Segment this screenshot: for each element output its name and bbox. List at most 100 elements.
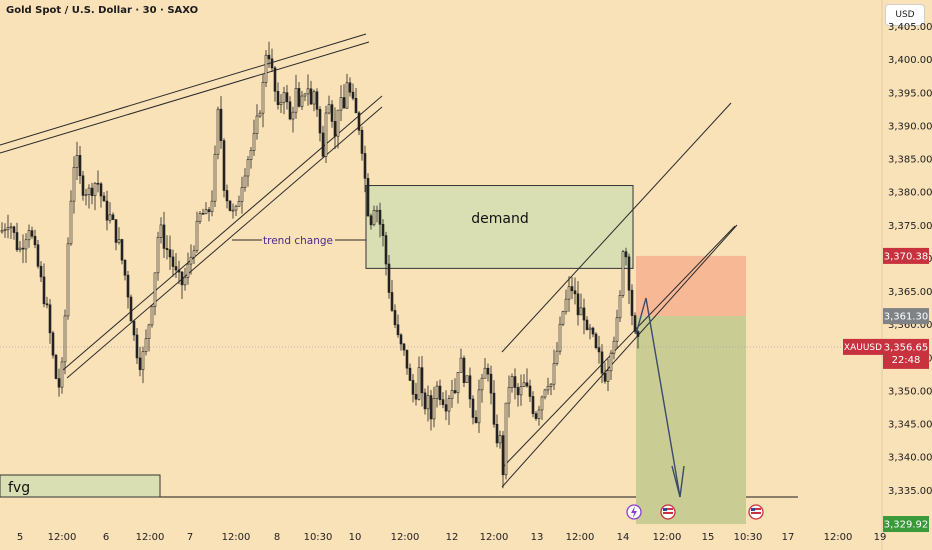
candle-body <box>570 286 574 292</box>
candle-body <box>12 226 16 233</box>
candle-body <box>78 155 82 177</box>
take-profit-zone[interactable] <box>636 316 746 525</box>
candle-body <box>486 367 490 375</box>
candle-body <box>573 290 577 295</box>
chart-title: Gold Spot / U.S. Dollar · 30 · SAXO <box>6 5 199 16</box>
currency-button[interactable]: USD <box>885 4 925 26</box>
candle-body <box>522 382 526 387</box>
candle-body <box>303 93 307 97</box>
candle-body <box>354 97 358 114</box>
x-tick-label: 12:00 <box>48 532 77 543</box>
candle-body <box>15 232 19 251</box>
candle-body <box>33 235 37 246</box>
candle-body <box>360 129 364 154</box>
x-tick-label: 5 <box>17 532 23 543</box>
candle-body <box>540 396 544 411</box>
trend-change-label: trend change <box>263 235 333 247</box>
candle-body <box>120 239 124 261</box>
x-tick-label: 6 <box>103 532 109 543</box>
candle-body <box>36 244 40 267</box>
candle-body <box>327 104 331 114</box>
candle-body <box>375 209 379 212</box>
us-flag-event-icon[interactable] <box>660 504 676 520</box>
candle-body <box>18 247 22 251</box>
x-tick-label: 17 <box>782 532 795 543</box>
candle-body <box>57 378 61 388</box>
current-price-tag: XAUUSD 3,356.65 22:48 <box>843 338 929 369</box>
x-tick-label: 10 <box>349 532 362 543</box>
candle-body <box>402 343 406 351</box>
candle-body <box>495 424 499 444</box>
candle-body <box>426 395 430 410</box>
candle-body <box>150 306 154 326</box>
candle-body <box>381 224 385 236</box>
candle-body <box>546 386 550 391</box>
candle-body <box>447 398 451 412</box>
candle-body <box>630 289 634 316</box>
channel-middle-line <box>501 225 736 469</box>
candle-body <box>576 293 580 316</box>
candle-body <box>309 88 313 105</box>
candle-body <box>294 88 298 113</box>
svg-text:3,356.65: 3,356.65 <box>884 342 929 353</box>
candle-body <box>216 108 220 155</box>
candle-body <box>615 317 619 342</box>
demand-zone[interactable] <box>365 185 634 269</box>
candle-body <box>285 92 289 103</box>
candle-body <box>441 399 445 405</box>
candle-body <box>387 263 391 293</box>
candle-body <box>210 200 214 213</box>
candle-body <box>135 334 139 359</box>
candle-body <box>450 390 454 399</box>
candle-body <box>477 389 481 424</box>
candle-body <box>3 229 7 232</box>
candle-body <box>159 224 163 238</box>
candle-body <box>168 249 172 258</box>
candle-body <box>93 182 97 196</box>
x-tick-label: 15 <box>702 532 715 543</box>
fvg-zone[interactable] <box>0 474 161 498</box>
candle-body <box>234 205 238 211</box>
candle-body <box>411 380 415 395</box>
candle-body <box>39 265 43 278</box>
candle-body <box>537 409 541 419</box>
candle-body <box>129 296 133 322</box>
candle-body <box>222 140 226 191</box>
candle-body <box>468 375 472 400</box>
candle-body <box>594 333 598 348</box>
trend-lines[interactable] <box>0 33 738 488</box>
candle-body <box>618 295 622 319</box>
x-tick-label: 8 <box>274 532 280 543</box>
candle-body <box>213 153 217 202</box>
candle-body <box>276 90 280 105</box>
y-tick-label: 3,380.00 <box>888 188 932 199</box>
stop-loss-zone[interactable] <box>636 255 746 317</box>
lightning-icon[interactable] <box>626 504 642 520</box>
candle-body <box>45 303 49 306</box>
candle-body <box>156 237 160 274</box>
candle-body <box>501 435 505 476</box>
x-tick-label: 10:30 <box>734 532 763 543</box>
candle-body <box>171 256 175 267</box>
candle-body <box>417 367 421 400</box>
x-tick-label: 12:00 <box>566 532 595 543</box>
candle-body <box>123 259 127 276</box>
candle-body <box>111 214 115 220</box>
candle-body <box>624 251 628 258</box>
x-tick-label: 12:00 <box>391 532 420 543</box>
y-tick-label: 3,350.00 <box>888 386 932 397</box>
y-tick-label: 3,335.00 <box>888 486 932 497</box>
candle-body <box>108 214 112 221</box>
fvg-label: fvg <box>8 480 30 496</box>
target-price-tag: 3,329.92 <box>883 516 929 533</box>
candle-body <box>312 91 316 105</box>
candle-body <box>453 390 457 394</box>
candle-body <box>126 274 130 298</box>
entry-price-tag: 3,361.30 <box>883 308 929 325</box>
candle-body <box>9 226 13 229</box>
us-flag-event-icon[interactable] <box>748 504 764 520</box>
candle-body <box>300 95 304 107</box>
candle-body <box>261 81 265 114</box>
